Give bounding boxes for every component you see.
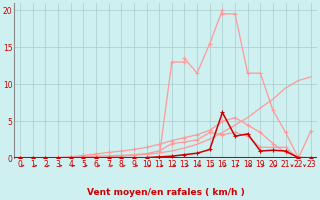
X-axis label: Vent moyen/en rafales ( km/h ): Vent moyen/en rafales ( km/h ) xyxy=(87,188,244,197)
